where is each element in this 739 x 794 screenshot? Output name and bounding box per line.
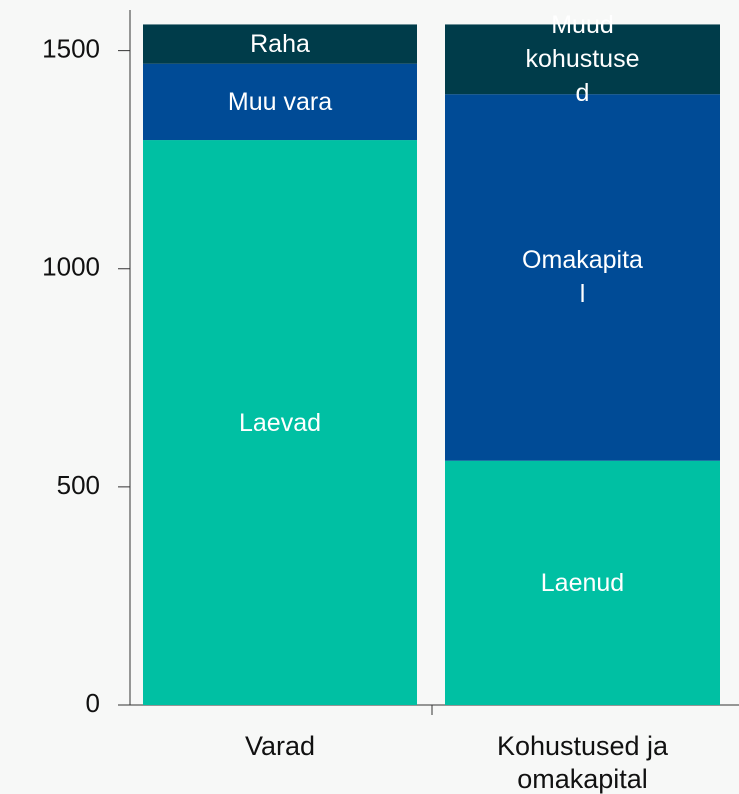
y-tick-label: 500 — [57, 470, 100, 500]
x-tick-label: Kohustused ja omakapital — [496, 731, 669, 794]
segment-label: Muu vara — [227, 87, 333, 116]
bar-segment — [445, 24, 720, 95]
segment-label: Laevad — [238, 408, 322, 437]
bar-segment — [143, 140, 417, 705]
bar-segment — [143, 63, 417, 141]
y-tick-label: 0 — [86, 688, 100, 718]
x-tick-label: Varad — [244, 731, 316, 761]
y-tick-label: 1500 — [42, 34, 100, 64]
bar-segment — [445, 94, 720, 461]
bar-segment — [143, 24, 417, 64]
y-tick-label: 1000 — [42, 252, 100, 282]
bar-segment — [445, 460, 720, 705]
segment-label: Raha — [250, 30, 310, 59]
segment-label: Muud kohustused — [525, 11, 640, 108]
segment-label: Omakapital — [522, 246, 643, 309]
segment-label: Laenud — [540, 568, 625, 597]
